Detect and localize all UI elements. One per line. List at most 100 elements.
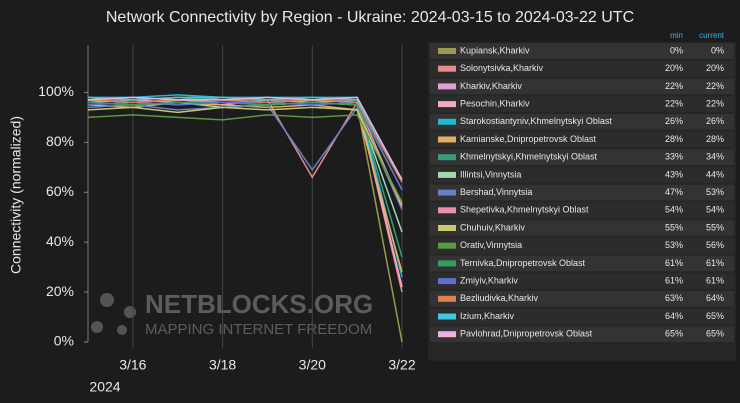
legend-swatch (438, 260, 456, 267)
legend-current: 22% (706, 81, 724, 91)
legend-swatch (438, 101, 456, 108)
legend-current: 54% (706, 205, 724, 215)
legend-min: 20% (665, 63, 683, 73)
legend-swatch (438, 295, 456, 302)
y-tick-label: 80% (46, 133, 74, 149)
x-tick-label: 3/18 (209, 357, 236, 373)
legend-label: Zmiyiv,Kharkiv (460, 275, 518, 285)
legend-swatch (438, 189, 456, 196)
y-axis-label: Connectivity (normalized) (8, 116, 24, 274)
legend-label: Izium,Kharkiv (460, 311, 515, 321)
legend-min: 22% (665, 81, 683, 91)
legend-row (430, 326, 734, 343)
legend-current: 53% (706, 187, 724, 197)
series-line (87, 99, 403, 208)
legend-min: 55% (665, 222, 683, 232)
legend-row (430, 149, 734, 166)
legend-current: 65% (706, 329, 724, 339)
series-line (87, 99, 403, 183)
watermark-tagline: MAPPING INTERNET FREEDOM (145, 321, 372, 338)
series-line (87, 114, 403, 203)
x-year-label: 2024 (89, 379, 120, 395)
legend-label: Orativ,Vinnytsia (460, 240, 522, 250)
legend-swatch (438, 225, 456, 231)
legend-current: 64% (706, 293, 724, 303)
legend-column-header: min (670, 31, 683, 40)
legend-min: 22% (665, 98, 683, 108)
legend-label: Solonytsivka,Kharkiv (460, 63, 544, 73)
legend-current: 61% (706, 275, 724, 285)
legend-current: 20% (706, 63, 724, 73)
legend-label: Pavlohrad,Dnipropetrovsk Oblast (460, 329, 593, 339)
legend-row (430, 308, 734, 325)
legend-row (430, 273, 734, 289)
legend-row (430, 96, 734, 112)
legend-current: 55% (706, 222, 724, 232)
legend-current: 65% (706, 311, 724, 321)
legend-row (430, 255, 734, 272)
x-tick-label: 3/20 (299, 357, 326, 373)
legend-swatch (438, 48, 456, 54)
legend-current: 28% (706, 134, 724, 144)
legend-column-header: current (699, 31, 725, 40)
series-line (87, 96, 403, 181)
legend-row (430, 184, 734, 201)
y-tick-label: 40% (46, 233, 74, 249)
legend-min: 65% (665, 329, 683, 339)
legend-min: 47% (665, 187, 683, 197)
series-line (87, 101, 403, 273)
legend-swatch (438, 207, 456, 214)
legend-row (430, 237, 734, 254)
series-line (87, 96, 403, 293)
legend-swatch (438, 118, 456, 125)
legend-swatch (438, 83, 456, 90)
legend-swatch (438, 65, 456, 72)
y-tick-label: 60% (46, 183, 74, 199)
legend-min: 61% (665, 258, 683, 268)
legend-row (430, 113, 734, 130)
legend-row (430, 202, 734, 219)
logo-dot (117, 325, 127, 335)
x-tick-label: 3/16 (119, 357, 146, 373)
legend-current: 34% (706, 152, 724, 162)
legend-swatch (438, 154, 456, 161)
legend-row (430, 220, 734, 236)
series-line (88, 96, 403, 258)
legend-row (430, 167, 734, 183)
legend-label: Shepetivka,Khmelnytskyi Oblast (460, 205, 589, 215)
legend-panel (428, 42, 736, 361)
y-tick-label: 0% (54, 333, 74, 349)
legend-min: 43% (665, 169, 683, 179)
series-line (88, 94, 403, 278)
legend-label: Kupiansk,Kharkiv (460, 45, 530, 55)
y-tick-label: 100% (38, 83, 74, 99)
legend-row (430, 78, 734, 95)
legend-label: Illintsi,Vinnytsia (460, 169, 521, 179)
legend-swatch (438, 136, 456, 143)
legend-row (430, 43, 734, 59)
legend-min: 61% (665, 275, 683, 285)
series-line (87, 104, 403, 211)
series-line (87, 99, 403, 288)
legend-min: 53% (665, 240, 683, 250)
legend-current: 26% (706, 116, 724, 126)
legend-label: Kharkiv,Kharkiv (460, 81, 522, 91)
watermark-brand: NETBLOCKS.ORG (145, 289, 373, 319)
legend-swatch (438, 278, 456, 285)
legend-row (430, 290, 734, 307)
legend-min: 64% (665, 311, 683, 321)
legend-label: Chuhuiv,Kharkiv (460, 222, 525, 232)
logo-dot (91, 321, 103, 333)
legend-min: 0% (670, 45, 683, 55)
series-line (87, 101, 403, 191)
legend-label: Bershad,Vinnytsia (460, 187, 532, 197)
series-line (87, 96, 403, 288)
series-line (87, 101, 403, 233)
legend-min: 26% (665, 116, 683, 126)
legend-row (430, 60, 734, 77)
legend-current: 56% (706, 240, 724, 250)
chart-title: Network Connectivity by Region - Ukraine… (106, 9, 634, 26)
legend-label: Pesochin,Kharkiv (460, 98, 530, 108)
